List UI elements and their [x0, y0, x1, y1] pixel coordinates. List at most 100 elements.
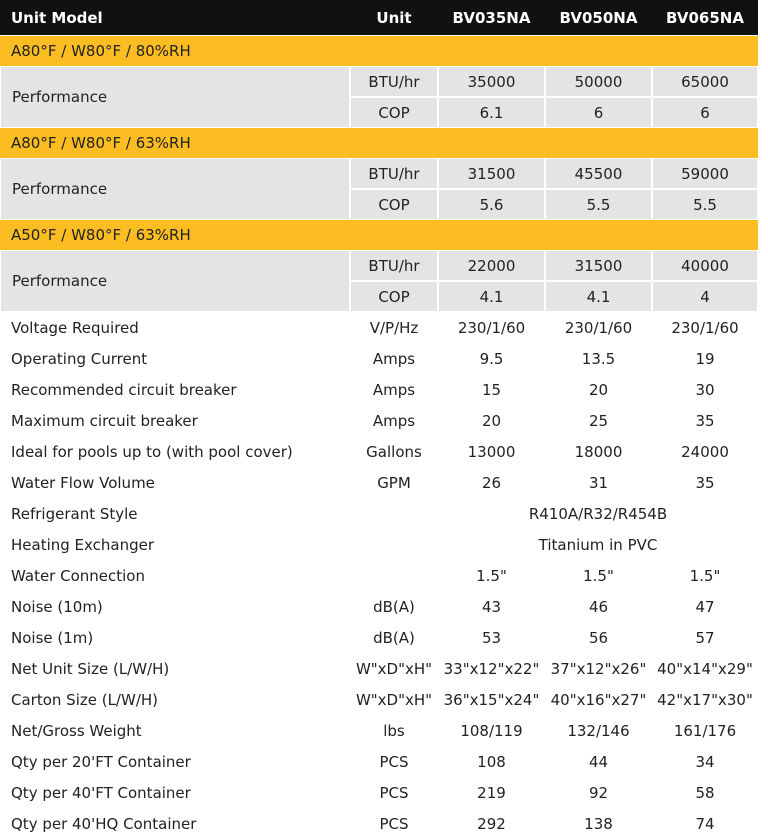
value-cell: 5.6	[438, 189, 545, 220]
value-cell: 47	[695, 597, 715, 616]
row-label: Recommended circuit breaker	[11, 380, 237, 399]
value-cell: 37"x12"x26"	[550, 659, 647, 678]
value-cell: 65000	[652, 66, 758, 97]
row-label: Qty per 40'HQ Container	[11, 814, 197, 833]
value-cell: 30	[695, 380, 715, 399]
performance-label: Performance	[0, 66, 350, 128]
row-label: Carton Size (L/W/H)	[11, 690, 159, 709]
value-cell: R410A/R32/R454B	[528, 504, 668, 523]
value-cell: 31500	[438, 158, 545, 189]
unit-cell: BTU/hr	[350, 250, 438, 281]
value-cell: 108/119	[460, 721, 523, 740]
unit-cell: GPM	[377, 473, 411, 492]
row-label: Qty per 40'FT Container	[11, 783, 191, 802]
row-label: Net/Gross Weight	[11, 721, 142, 740]
value-cell: 50000	[545, 66, 652, 97]
header-cell: Unit Model	[11, 8, 103, 27]
value-cell: 4.1	[438, 281, 545, 312]
unit-cell: lbs	[383, 721, 405, 740]
unit-cell: COP	[350, 281, 438, 312]
value-cell: 230/1/60	[671, 318, 739, 337]
value-cell: 35000	[438, 66, 545, 97]
unit-cell: PCS	[379, 752, 409, 771]
value-cell: 36"x15"x24"	[443, 690, 540, 709]
unit-cell: dB(A)	[373, 597, 415, 616]
value-cell: 42"x17"x30"	[657, 690, 753, 709]
performance-label: Performance	[0, 250, 350, 312]
unit-cell: W"xD"xH"	[355, 690, 433, 709]
unit-cell: Gallons	[366, 442, 422, 461]
value-cell: 13000	[467, 442, 516, 461]
value-cell: 44	[588, 752, 609, 771]
section-title: A50°F / W80°F / 63%RH	[0, 220, 758, 250]
value-cell: 33"x12"x22"	[443, 659, 540, 678]
row-label: Water Connection	[11, 566, 145, 585]
value-cell: 25	[588, 411, 609, 430]
value-cell: 18000	[574, 442, 623, 461]
value-cell: 19	[695, 349, 715, 368]
value-cell: 161/176	[673, 721, 737, 740]
row-label: Refrigerant Style	[11, 504, 138, 523]
row-label: Net Unit Size (L/W/H)	[11, 659, 170, 678]
value-cell: 57	[695, 628, 715, 647]
value-cell: 9.5	[479, 349, 504, 368]
value-cell: 31	[588, 473, 609, 492]
value-cell: Titanium in PVC	[538, 535, 658, 554]
performance-label: Performance	[0, 158, 350, 220]
value-cell: 92	[588, 783, 609, 802]
value-cell: 5.5	[545, 189, 652, 220]
value-cell: 1.5"	[476, 566, 507, 585]
value-cell: 24000	[681, 442, 729, 461]
value-cell: 26	[481, 473, 502, 492]
value-cell: 1.5"	[583, 566, 614, 585]
value-cell: 15	[481, 380, 502, 399]
header-cell: BV065NA	[666, 8, 744, 27]
value-cell: 6.1	[438, 97, 545, 128]
value-cell: 40"x14"x29"	[657, 659, 753, 678]
row-label: Operating Current	[11, 349, 148, 368]
value-cell: 22000	[438, 250, 545, 281]
value-cell: 20	[588, 380, 609, 399]
section-title: A80°F / W80°F / 80%RH	[0, 36, 758, 66]
value-cell: 40000	[652, 250, 758, 281]
value-cell: 31500	[545, 250, 652, 281]
value-cell: 13.5	[581, 349, 616, 368]
header-bar	[0, 0, 758, 35]
value-cell: 53	[481, 628, 502, 647]
value-cell: 34	[695, 752, 715, 771]
value-cell: 74	[695, 814, 715, 833]
value-cell: 5.5	[652, 189, 758, 220]
row-label: Maximum circuit breaker	[11, 411, 198, 430]
value-cell: 35	[695, 411, 715, 430]
unit-cell: PCS	[379, 783, 409, 802]
value-cell: 20	[481, 411, 502, 430]
row-label: Heating Exchanger	[11, 535, 155, 554]
header-cell: Unit	[376, 8, 412, 27]
section-title: A80°F / W80°F / 63%RH	[0, 128, 758, 158]
row-label: Ideal for pools up to (with pool cover)	[11, 442, 293, 461]
unit-cell: V/P/Hz	[369, 318, 419, 337]
value-cell: 40"x16"x27"	[550, 690, 647, 709]
value-cell: 6	[652, 97, 758, 128]
unit-cell: dB(A)	[373, 628, 415, 647]
header-cell: BV050NA	[559, 8, 638, 27]
value-cell: 230/1/60	[564, 318, 633, 337]
row-label: Noise (10m)	[11, 597, 103, 616]
value-cell: 6	[545, 97, 652, 128]
unit-cell: Amps	[372, 411, 416, 430]
unit-cell: BTU/hr	[350, 66, 438, 97]
value-cell: 4.1	[545, 281, 652, 312]
value-cell: 35	[695, 473, 715, 492]
value-cell: 230/1/60	[457, 318, 526, 337]
row-label: Qty per 20'FT Container	[11, 752, 191, 771]
value-cell: 4	[652, 281, 758, 312]
header-cell: BV035NA	[452, 8, 531, 27]
value-cell: 1.5"	[689, 566, 721, 585]
unit-cell: COP	[350, 189, 438, 220]
value-cell: 292	[477, 814, 506, 833]
unit-cell: Amps	[372, 349, 416, 368]
value-cell: 58	[695, 783, 715, 802]
unit-cell: W"xD"xH"	[355, 659, 433, 678]
unit-cell: BTU/hr	[350, 158, 438, 189]
